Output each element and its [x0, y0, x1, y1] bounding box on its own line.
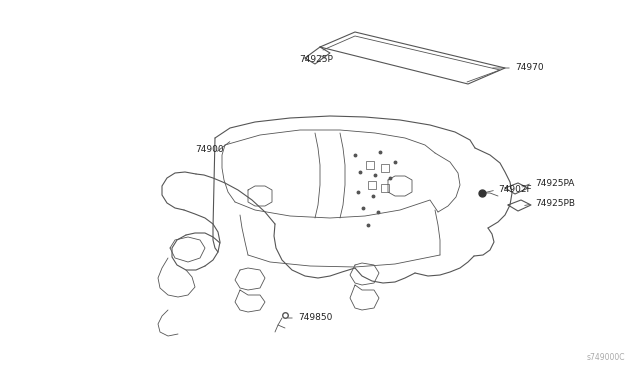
Text: 74925P: 74925P: [299, 55, 333, 64]
Text: 74925PB: 74925PB: [535, 199, 575, 208]
Text: 74970: 74970: [515, 64, 543, 73]
Text: 74902F: 74902F: [498, 186, 532, 195]
Bar: [381, 164, 389, 172]
Text: 74900: 74900: [195, 145, 223, 154]
Bar: [366, 161, 374, 169]
Bar: [368, 181, 376, 189]
Bar: [381, 184, 389, 192]
Text: s749000C: s749000C: [586, 353, 625, 362]
Text: 74925PA: 74925PA: [535, 179, 574, 187]
Text: 749850: 749850: [298, 314, 332, 323]
